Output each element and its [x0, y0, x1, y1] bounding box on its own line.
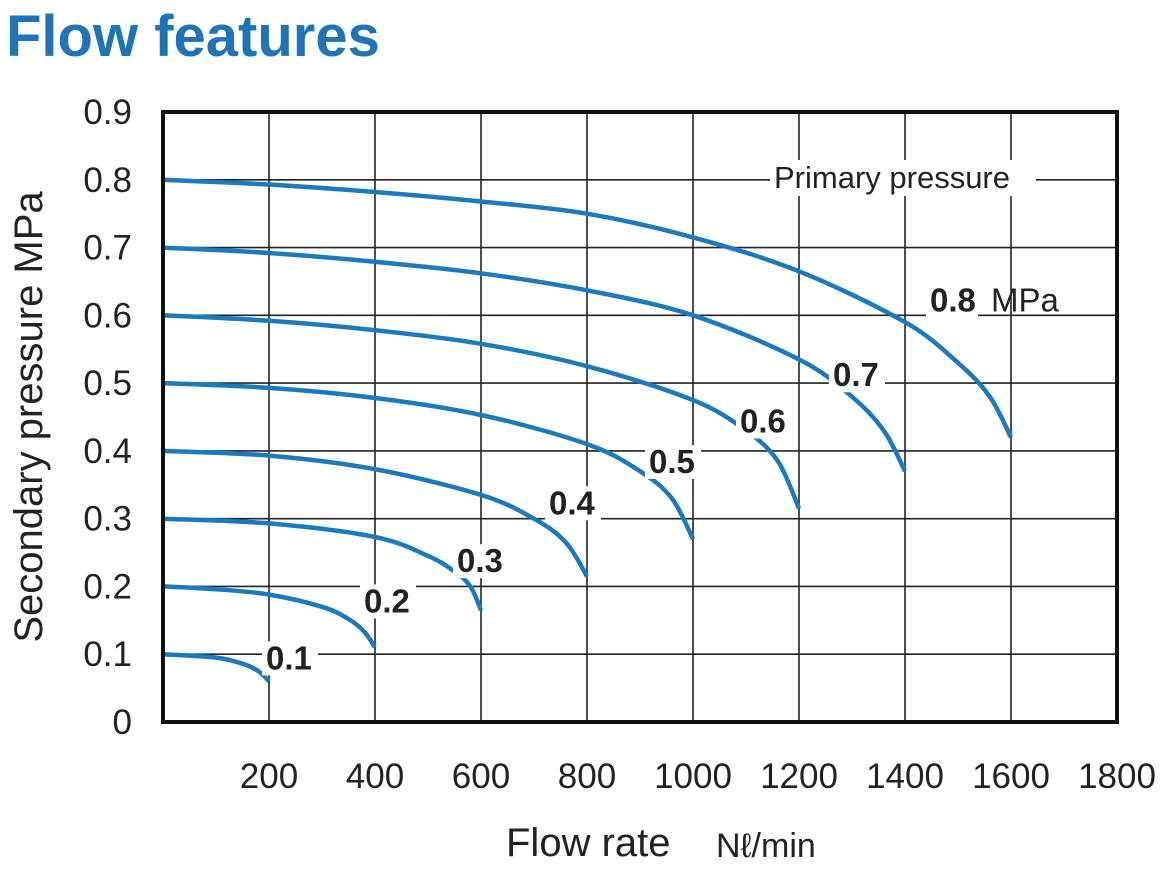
curve-label-0.6: 0.6: [740, 403, 786, 440]
curve-label-bg: [829, 358, 885, 393]
x-tick-label: 1000: [654, 757, 732, 796]
y-tick-label: 0.8: [83, 161, 132, 200]
primary-pressure-annotation: Primary pressure: [774, 160, 1010, 195]
page-title: Flow features: [6, 4, 380, 69]
curve-labels: 0.1 0.2 0.3 0.4 0.5 0.6 0.7 0.8 MPa Primary press…: [262, 160, 1060, 676]
x-tick-label: 600: [452, 757, 510, 796]
plot-frame: [161, 110, 1119, 724]
curve-label-bg: [545, 486, 601, 521]
y-axis-label: Secondary pressure MPa: [7, 191, 51, 643]
curve-label-bg: [262, 641, 318, 676]
x-axis-unit: Nℓ/min: [716, 827, 816, 865]
curve-unit-label: MPa: [991, 281, 1060, 318]
curve-label-0.1: 0.1: [266, 639, 312, 676]
curve-label-bg: [926, 283, 978, 318]
series-line-0.7: [162, 245, 908, 473]
series-line-0.4: [162, 448, 589, 578]
x-tick-label: 800: [558, 757, 616, 796]
x-tick-label: 400: [346, 757, 404, 796]
y-tick-label: 0: [113, 703, 132, 742]
x-tick-label: 1400: [866, 757, 944, 796]
y-tick-label: 0.5: [83, 364, 132, 403]
y-tick-label: 0.1: [83, 635, 132, 674]
curve-label-bg: [736, 404, 792, 439]
x-tick-label: 1800: [1078, 757, 1156, 796]
grid: [163, 111, 1118, 723]
curve-label-0.4: 0.4: [549, 484, 596, 521]
curve-label-0.5: 0.5: [649, 443, 695, 480]
series-line-0.6: [162, 313, 802, 510]
curve-label-bg: [645, 445, 701, 479]
curve-label-0.7: 0.7: [833, 356, 879, 393]
y-tick-label: 0.3: [83, 500, 132, 539]
curve-label-bg: [360, 584, 416, 619]
series-line-0.2: [162, 584, 377, 649]
annotation-bg: [770, 160, 1036, 196]
curve-label-0.2: 0.2: [364, 582, 410, 619]
y-tick-label: 0.7: [83, 229, 132, 268]
x-tick-label: 200: [240, 757, 298, 796]
x-axis-label: Flow rate: [506, 821, 671, 865]
x-tick-labels: 200 400 600 800 1000 1200 1400 1600 1800: [240, 757, 1156, 796]
y-tick-labels: 0 0.1 0.2 0.3 0.4 0.5 0.6 0.7 0.8 0.9: [83, 93, 132, 742]
y-tick-label: 0.9: [83, 93, 132, 132]
series-line-0.3: [162, 516, 484, 612]
curve-label-0.3: 0.3: [457, 542, 503, 579]
y-tick-label: 0.2: [83, 567, 132, 606]
x-tick-label: 1600: [972, 757, 1050, 796]
series-line-0.5: [162, 380, 696, 541]
y-tick-label: 0.4: [83, 432, 132, 471]
y-tick-label: 0.6: [83, 296, 132, 335]
curve-label-bg: [453, 544, 509, 579]
series-line-0.1: [162, 651, 271, 683]
curve-label-0.8: 0.8: [930, 281, 976, 318]
series-line-0.8: [162, 177, 1014, 439]
x-tick-label: 1200: [760, 757, 838, 796]
